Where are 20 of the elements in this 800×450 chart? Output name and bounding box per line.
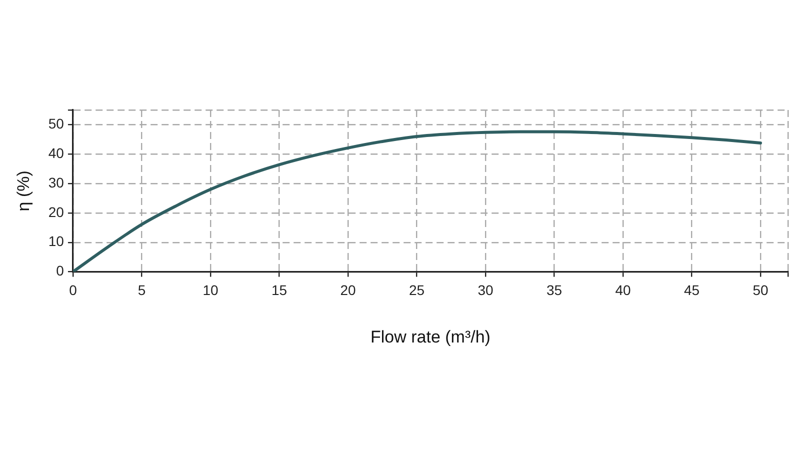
line-series [72, 130, 762, 272]
x-tick-label: 45 [684, 282, 700, 298]
y-axis-title: η (%) [14, 170, 33, 212]
y-tick-label: 10 [48, 233, 64, 250]
x-tick-label: 0 [69, 282, 78, 298]
x-tick-label: 15 [271, 282, 288, 298]
x-tick-label: 50 [752, 282, 768, 298]
y-tick-label: 0 [56, 262, 64, 279]
x-tick-label: 20 [340, 282, 356, 298]
x-tick-label: 5 [138, 282, 146, 298]
y-tick-label: 40 [48, 144, 64, 161]
y-tick-label: 20 [48, 204, 64, 220]
x-axis-title: Flow rate (m³/h) [370, 327, 490, 346]
y-tick-label: 30 [48, 174, 64, 190]
x-tick-label: 10 [202, 282, 218, 298]
x-tick-label: 30 [478, 282, 494, 298]
x-tick-label: 40 [615, 282, 631, 298]
x-tick-label: 35 [546, 282, 562, 298]
x-tick-label: 25 [408, 282, 425, 298]
y-tick-label: 50 [48, 116, 64, 132]
